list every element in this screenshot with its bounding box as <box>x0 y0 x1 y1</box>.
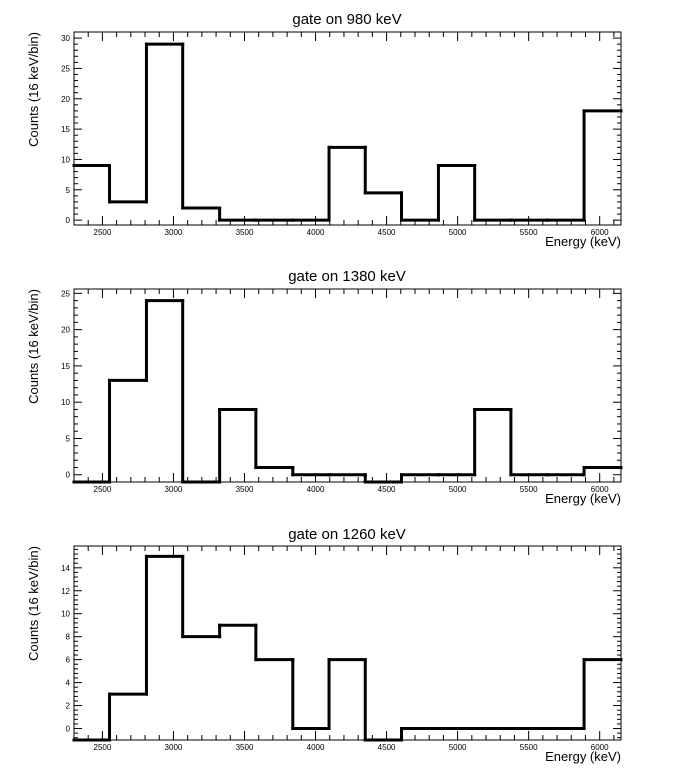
x-tick-label: 3500 <box>236 228 254 237</box>
x-tick-label: 6000 <box>591 228 609 237</box>
tick-labels: 2500 3000 3500 4000 4500 5000 5500 6000 0 5 10 15 20… <box>61 34 609 237</box>
y-tick-label: 10 <box>61 155 70 164</box>
y-tick-label: 6 <box>66 656 71 665</box>
x-tick-label: 4500 <box>378 228 396 237</box>
y-tick-label: 25 <box>61 289 70 298</box>
x-tick-label: 5000 <box>449 228 467 237</box>
x-tick-label: 3000 <box>165 485 183 494</box>
x-tick-label: 3500 <box>236 485 254 494</box>
x-tick-label: 4500 <box>378 743 396 752</box>
x-tick-label: 4000 <box>307 743 325 752</box>
x-axis-label: Energy (keV) <box>545 491 621 506</box>
x-tick-label: 4000 <box>307 228 325 237</box>
y-tick-label: 20 <box>61 95 70 104</box>
chart-title: gate on 1260 keV <box>288 526 406 543</box>
y-axis-label: Counts (16 keV/bin) <box>26 289 41 404</box>
x-tick-label: 5500 <box>520 485 538 494</box>
y-tick-label: 0 <box>66 725 71 734</box>
y-tick-label: 10 <box>61 398 70 407</box>
y-tick-label: 15 <box>61 125 70 134</box>
x-axis-label: Energy (keV) <box>545 234 621 249</box>
plot-frame <box>73 545 622 741</box>
y-tick-label: 0 <box>66 471 71 480</box>
x-tick-label: 3500 <box>236 743 254 752</box>
y-tick-label: 0 <box>66 216 71 225</box>
y-tick-label: 5 <box>66 186 71 195</box>
plot-frame <box>73 288 622 483</box>
x-tick-label: 2500 <box>94 228 112 237</box>
tick-labels: 2500 3000 3500 4000 4500 5000 5500 6000 0 2 4 6 8 10 1… <box>61 564 609 752</box>
x-tick-label: 2500 <box>94 485 112 494</box>
x-tick-label: 4500 <box>378 485 396 494</box>
plot-frame <box>73 31 622 226</box>
x-tick-label: 4000 <box>307 485 325 494</box>
y-tick-label: 30 <box>61 34 70 43</box>
axis-ticks <box>73 31 621 225</box>
tick-labels: 2500 3000 3500 4000 4500 5000 5500 6000 0 5 10 15 20… <box>61 289 609 494</box>
y-tick-label: 8 <box>66 633 71 642</box>
x-tick-label: 3000 <box>165 228 183 237</box>
x-tick-label: 5000 <box>449 743 467 752</box>
y-tick-label: 25 <box>61 64 70 73</box>
x-tick-label: 5500 <box>520 228 538 237</box>
y-axis-label: Counts (16 keV/bin) <box>26 32 41 147</box>
histogram-bars <box>72 42 623 222</box>
y-tick-label: 14 <box>61 564 70 573</box>
chart-title: gate on 1380 keV <box>288 268 406 285</box>
y-axis-label: Counts (16 keV/bin) <box>26 546 41 661</box>
x-tick-label: 5500 <box>520 743 538 752</box>
x-tick-label: 3000 <box>165 743 183 752</box>
histogram-panel-980: gate on 980 keV Energy (keV) Counts (16 … <box>26 11 623 249</box>
y-tick-label: 2 <box>66 702 71 711</box>
x-tick-label: 2500 <box>94 743 112 752</box>
y-tick-label: 12 <box>61 587 70 596</box>
x-tick-label: 6000 <box>591 743 609 752</box>
x-tick-label: 5000 <box>449 485 467 494</box>
y-tick-label: 5 <box>66 434 71 443</box>
y-tick-label: 20 <box>61 326 70 335</box>
histogram-panel-1380: gate on 1380 keV Energy (keV) Counts (16… <box>26 268 623 506</box>
y-tick-label: 15 <box>61 362 70 371</box>
x-axis-label: Energy (keV) <box>545 749 621 764</box>
chart-title: gate on 980 keV <box>292 11 401 28</box>
x-tick-label: 6000 <box>591 485 609 494</box>
histogram-panel-1260: gate on 1260 keV Energy (keV) Counts (16… <box>26 526 623 764</box>
axis-ticks <box>73 289 621 483</box>
y-tick-label: 10 <box>61 610 70 619</box>
y-tick-label: 4 <box>66 679 71 688</box>
